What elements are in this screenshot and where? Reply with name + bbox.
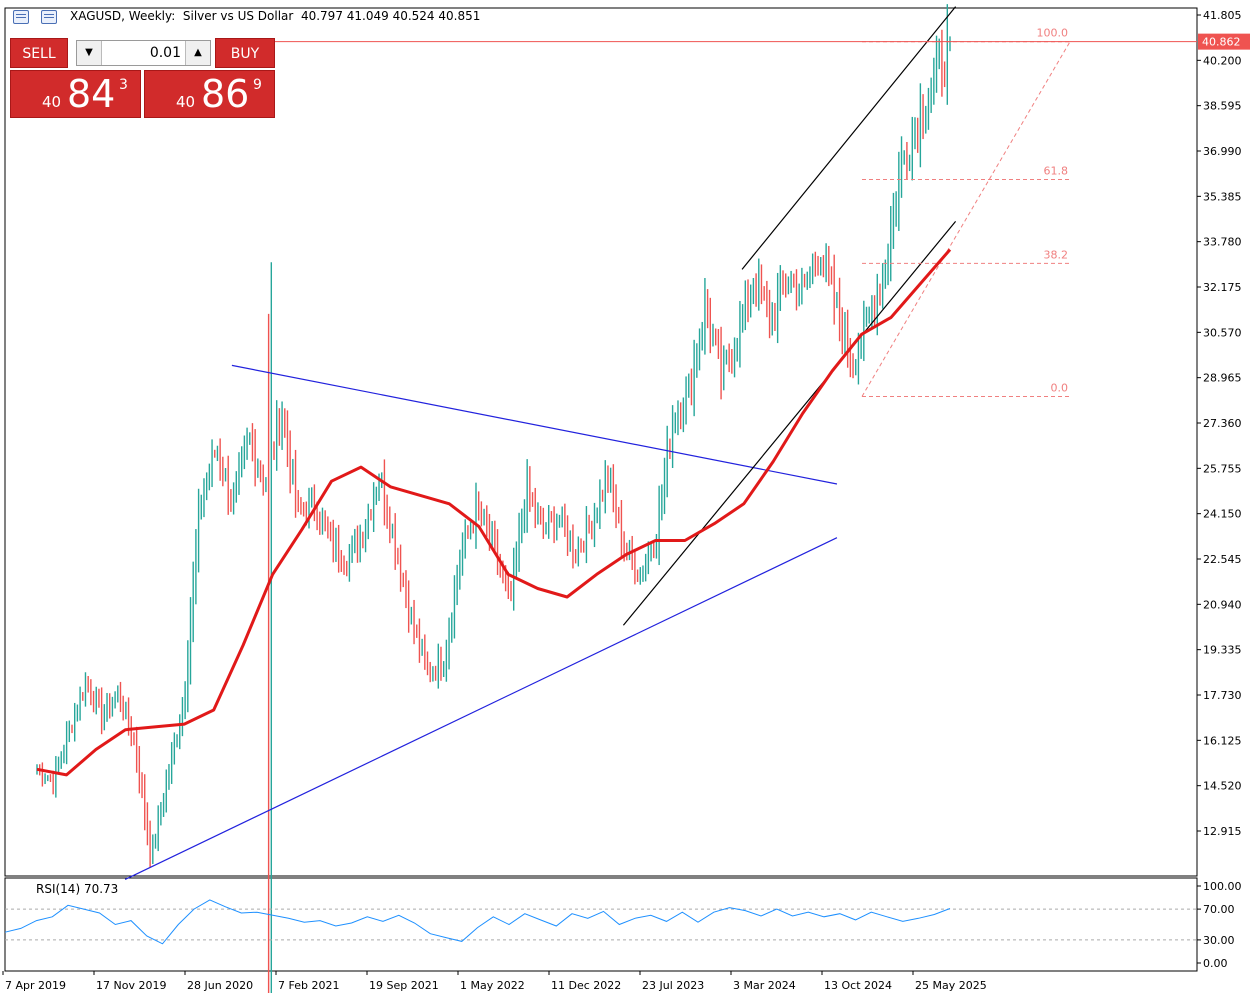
x-tick-label: 25 May 2025 — [915, 979, 987, 992]
channel-lower-line — [622, 220, 957, 626]
buy-price-prefix: 40 — [176, 93, 196, 111]
x-tick-label: 23 Jul 2023 — [642, 979, 704, 992]
x-tick-label: 1 May 2022 — [460, 979, 525, 992]
x-tick-label: 13 Oct 2024 — [824, 979, 892, 992]
y-tick-label: 33.780 — [1203, 236, 1242, 249]
rsi-y-tick-label: 70.00 — [1203, 903, 1235, 916]
candles — [36, 4, 951, 993]
y-tick-label: 19.335 — [1203, 644, 1242, 657]
y-tick-label: 22.545 — [1203, 553, 1242, 566]
x-tick-label: 7 Apr 2019 — [5, 979, 66, 992]
y-tick-label: 20.940 — [1203, 598, 1242, 611]
y-tick-label: 16.125 — [1203, 734, 1242, 747]
rsi-y-tick-label: 30.00 — [1203, 934, 1235, 947]
fib-label-100.0: 100.0 — [1037, 27, 1069, 40]
triangle-upper-line — [231, 364, 838, 485]
sell-price-prefix: 40 — [42, 93, 62, 111]
y-tick-label: 14.520 — [1203, 780, 1242, 793]
chart-icon[interactable] — [41, 10, 57, 24]
current-price-label: 40.862 — [1202, 36, 1241, 49]
y-tick-label: 17.730 — [1203, 689, 1242, 702]
fib-label-38.2: 38.2 — [1044, 248, 1069, 261]
y-tick-label: 30.570 — [1203, 326, 1242, 339]
fib-trend-line — [861, 41, 1071, 397]
one-click-trading-panel: SELL ▼ ▲ BUY 40 84 3 40 86 9 — [10, 38, 275, 118]
lot-input[interactable] — [103, 41, 185, 65]
chevron-up-icon[interactable]: ▲ — [185, 41, 210, 65]
y-tick-label: 28.965 — [1203, 372, 1242, 385]
buy-price-sup: 9 — [253, 77, 262, 93]
channel-upper-line — [741, 6, 957, 270]
x-tick-label: 11 Dec 2022 — [551, 979, 621, 992]
sell-button[interactable]: SELL — [10, 38, 68, 68]
chevron-down-icon[interactable]: ▼ — [77, 41, 102, 65]
x-tick-label: 17 Nov 2019 — [96, 979, 166, 992]
main-plot-frame — [4, 7, 1198, 877]
chart-title: XAGUSD, Weekly: Silver vs US Dollar 40.7… — [70, 9, 481, 23]
rsi-title: RSI(14) 70.73 — [36, 882, 119, 896]
rsi-y-tick-label: 100.00 — [1203, 880, 1242, 893]
x-tick-label: 28 Jun 2020 — [187, 979, 253, 992]
buy-button[interactable]: BUY — [215, 38, 275, 68]
y-tick-label: 38.595 — [1203, 100, 1242, 113]
y-tick-label: 25.755 — [1203, 462, 1242, 475]
moving-average-line — [36, 248, 952, 777]
x-tick-label: 7 Feb 2021 — [278, 979, 339, 992]
current-price-tag — [1198, 33, 1250, 50]
sell-price-big: 84 — [67, 72, 116, 116]
rsi-y-tick-label: 0.00 — [1203, 957, 1228, 970]
fib-label-61.8: 61.8 — [1044, 165, 1069, 178]
sell-price[interactable]: 40 84 3 — [10, 70, 141, 118]
buy-price[interactable]: 40 86 9 — [144, 70, 275, 118]
y-tick-label: 32.175 — [1203, 281, 1242, 294]
y-tick-label: 40.200 — [1203, 54, 1242, 67]
fibonacci-retracement — [861, 41, 1071, 397]
y-tick-label: 24.150 — [1203, 508, 1242, 521]
y-tick-label: 12.915 — [1203, 825, 1242, 838]
y-tick-label: 35.385 — [1203, 190, 1242, 203]
triangle-lower-line — [124, 537, 838, 880]
sell-price-sup: 3 — [119, 77, 128, 93]
lot-stepper[interactable]: ▼ ▲ — [76, 40, 211, 66]
fib-label-0.0: 0.0 — [1051, 381, 1069, 394]
rsi-plot-frame — [4, 877, 1198, 972]
x-tick-label: 3 Mar 2024 — [733, 979, 796, 992]
buy-price-big: 86 — [201, 72, 250, 116]
rsi-line — [4, 899, 951, 945]
grid-icon[interactable] — [13, 10, 29, 24]
y-tick-label: 41.805 — [1203, 9, 1242, 22]
y-tick-label: 36.990 — [1203, 145, 1242, 158]
y-tick-label: 27.360 — [1203, 417, 1242, 430]
x-tick-label: 19 Sep 2021 — [369, 979, 439, 992]
